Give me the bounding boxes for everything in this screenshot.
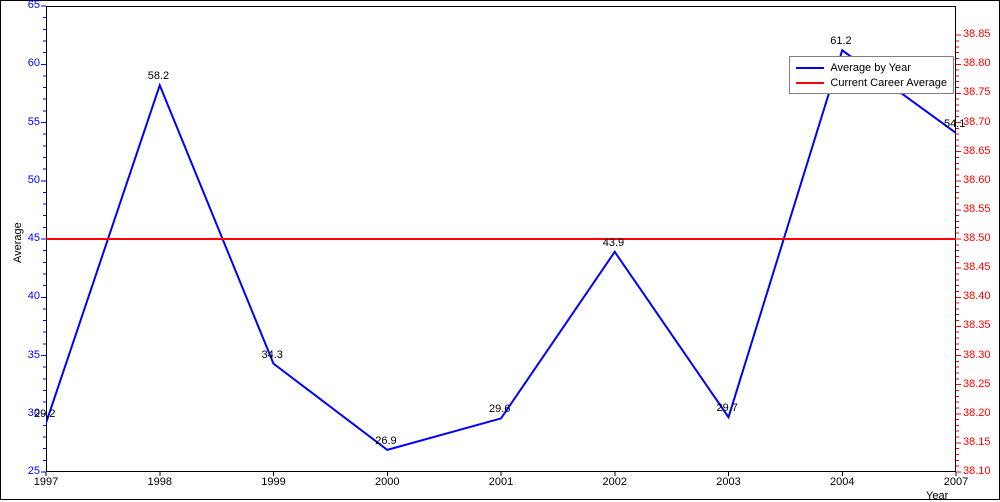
y-right-tick-label: 38.75 — [963, 87, 991, 98]
y-right-tick-label: 38.50 — [963, 233, 991, 244]
y-right-tick-label: 38.35 — [963, 320, 991, 331]
data-point-label: 29.7 — [717, 402, 738, 414]
legend-item-career-average: Current Career Average — [796, 75, 947, 90]
y-left-tick-label: 50 — [16, 175, 40, 186]
x-tick-label: 1998 — [140, 477, 180, 488]
y-right-tick-label: 38.60 — [963, 175, 991, 186]
x-tick-label: 1999 — [254, 477, 294, 488]
y-right-tick-label: 38.70 — [963, 117, 991, 128]
x-tick-label: 2007 — [936, 477, 976, 488]
y-right-tick-label: 38.20 — [963, 408, 991, 419]
y-left-tick-label: 55 — [16, 117, 40, 128]
data-point-label: 61.2 — [830, 35, 851, 47]
y-right-tick-label: 38.25 — [963, 379, 991, 390]
data-point-label: 58.2 — [148, 70, 169, 82]
y-right-tick-label: 38.40 — [963, 291, 991, 302]
legend: Average by Year Current Career Average — [789, 56, 954, 94]
chart-container: 1997199819992000200120022003200420072530… — [0, 0, 1000, 500]
data-point-label: 29.6 — [489, 403, 510, 415]
legend-swatch-blue — [796, 67, 824, 69]
y-right-tick-label: 38.85 — [963, 29, 991, 40]
legend-swatch-red — [796, 82, 824, 84]
legend-label: Current Career Average — [830, 77, 947, 89]
x-tick-label: 2000 — [367, 477, 407, 488]
data-point-label: 43.9 — [603, 237, 624, 249]
y-right-tick-label: 38.10 — [963, 466, 991, 477]
y-left-tick-label: 35 — [16, 350, 40, 361]
x-tick-label: 2001 — [481, 477, 521, 488]
x-tick-label: 1997 — [26, 477, 66, 488]
y-right-tick-label: 38.65 — [963, 146, 991, 157]
data-point-label: 34.3 — [262, 349, 283, 361]
y-left-tick-label: 40 — [16, 291, 40, 302]
y-left-tick-label: 65 — [16, 0, 40, 11]
y-left-tick-label: 60 — [16, 58, 40, 69]
y-left-tick-label: 25 — [16, 466, 40, 477]
legend-item-average-by-year: Average by Year — [796, 60, 947, 75]
legend-label: Average by Year — [830, 62, 911, 74]
x-tick-label: 2004 — [822, 477, 862, 488]
data-point-label: 26.9 — [375, 435, 396, 447]
y-right-tick-label: 38.55 — [963, 204, 991, 215]
y-axis-title: Average — [12, 222, 24, 263]
x-tick-label: 2002 — [595, 477, 635, 488]
data-point-label: 54.1 — [944, 118, 965, 130]
y-right-tick-label: 38.15 — [963, 437, 991, 448]
y-right-tick-label: 38.80 — [963, 58, 991, 69]
data-point-label: 29.2 — [34, 408, 55, 420]
y-right-tick-label: 38.30 — [963, 350, 991, 361]
x-axis-title: Year — [926, 490, 948, 502]
y-right-tick-label: 38.45 — [963, 262, 991, 273]
x-tick-label: 2003 — [709, 477, 749, 488]
